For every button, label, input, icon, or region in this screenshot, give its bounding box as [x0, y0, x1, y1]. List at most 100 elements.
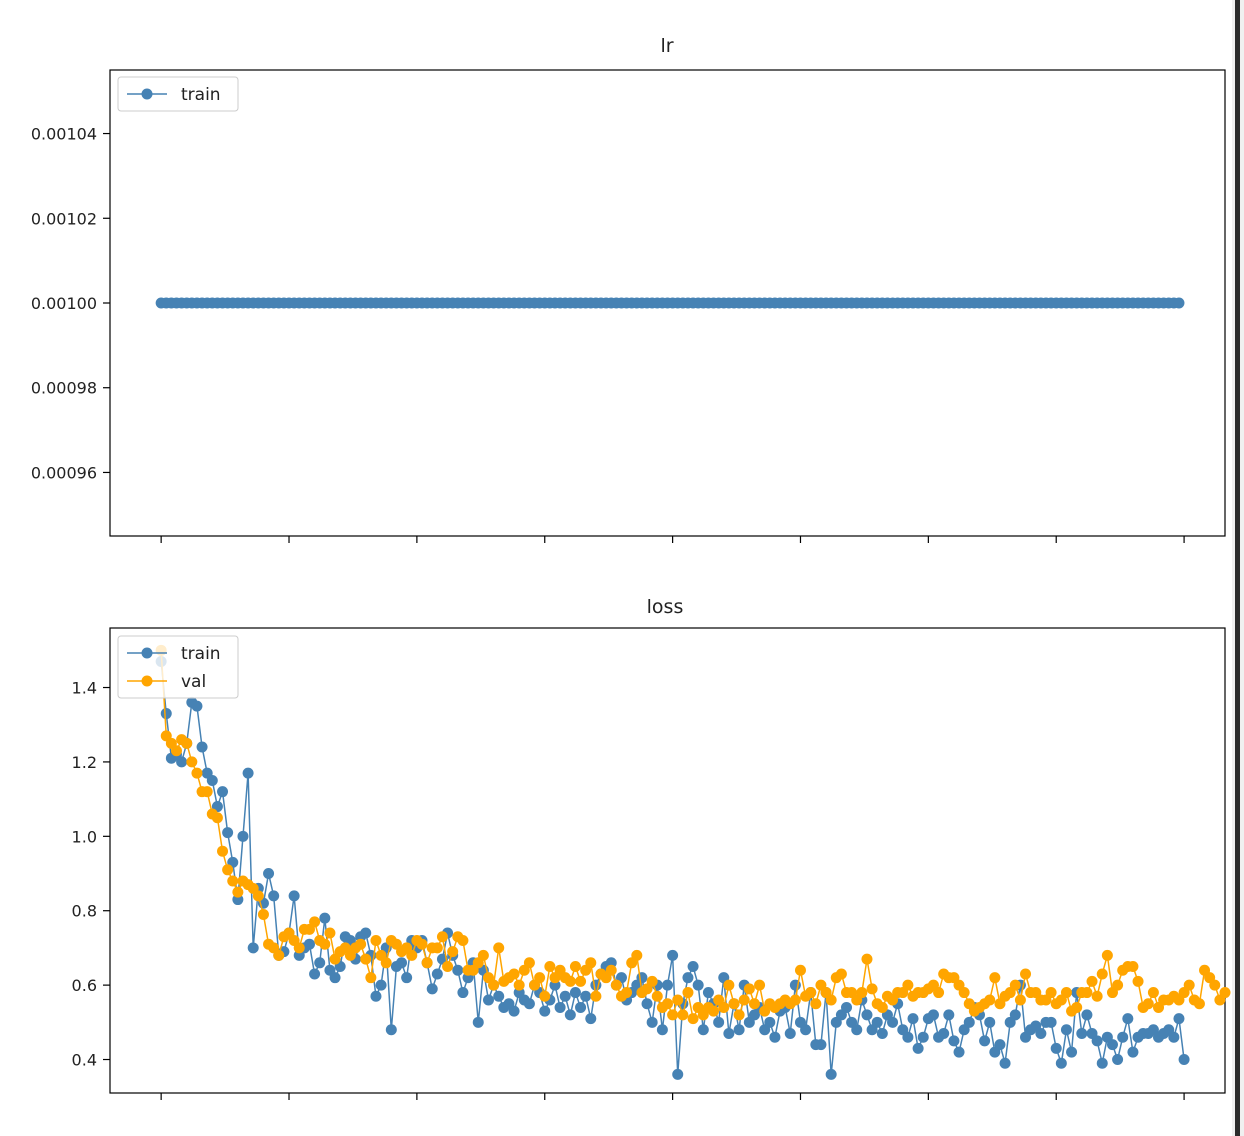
loss-val-point [958, 987, 970, 999]
loss-train-point [713, 1016, 725, 1028]
loss-train-point [319, 912, 331, 924]
loss-train-point [263, 868, 275, 880]
loss-chart-title: loss [647, 596, 684, 618]
loss-train-point [401, 972, 413, 984]
loss-val-point [984, 994, 996, 1006]
loss-val-point [508, 968, 520, 980]
loss-val-point [406, 949, 418, 961]
loss-train-point [554, 1001, 566, 1013]
lr-y-ticks: 0.00096 0.00098 0.00100 0.00102 0.00104 [31, 125, 110, 482]
loss-legend: train val [117, 635, 239, 699]
loss-train-point [692, 979, 704, 991]
loss-y-tick-label: 0.6 [72, 976, 97, 995]
loss-train-point [876, 1027, 888, 1039]
loss-train-point [160, 708, 172, 720]
lr-legend-box [117, 76, 239, 112]
loss-train-point [176, 756, 188, 768]
loss-train-point [1060, 1024, 1072, 1036]
loss-x-ticks [160, 1093, 1185, 1100]
loss-train-point [580, 990, 592, 1002]
loss-train-point [912, 1042, 924, 1054]
loss-train-point [800, 1024, 812, 1036]
loss-train-point [431, 968, 443, 980]
loss-val-point [989, 972, 1001, 984]
loss-val-point [1071, 1001, 1083, 1013]
loss-val-point [544, 961, 556, 973]
loss-train-point [871, 1016, 883, 1028]
loss-y-tick-label: 1.2 [72, 753, 97, 772]
loss-val-point [217, 845, 229, 857]
loss-val-point [324, 927, 336, 939]
loss-train-point [396, 957, 408, 969]
loss-val-point [743, 983, 755, 995]
loss-train-point [1096, 1057, 1108, 1069]
loss-val-point [810, 998, 822, 1010]
loss-val-point [687, 1013, 699, 1025]
loss-train-point [309, 968, 321, 980]
loss-val-point [933, 987, 945, 999]
loss-val-point [723, 979, 735, 991]
lr-legend-train-label: train [181, 85, 221, 105]
loss-train-point [1122, 1013, 1134, 1025]
vertical-scrollbar[interactable] [1232, 0, 1244, 1136]
loss-train-point [385, 1024, 397, 1036]
loss-train-point [1112, 1054, 1124, 1066]
loss-val-point [360, 953, 372, 965]
loss-y-tick-label: 1.4 [72, 679, 97, 698]
loss-y-tick-label: 1.0 [72, 827, 97, 846]
loss-train-point [1117, 1031, 1129, 1043]
loss-val-point [861, 953, 873, 965]
lr-series-train [155, 297, 1185, 309]
loss-val-point [605, 964, 617, 976]
loss-train-point [1106, 1039, 1118, 1051]
loss-val-point [794, 964, 806, 976]
loss-train-point [907, 1013, 919, 1025]
scrollbar-track-edge [1235, 0, 1240, 1136]
loss-val-point [370, 934, 382, 946]
loss-train-point [1066, 1046, 1078, 1058]
loss-val-point [257, 908, 269, 920]
loss-train-point [268, 890, 280, 902]
loss-train-point [1009, 1009, 1021, 1021]
loss-train-point [1055, 1057, 1067, 1069]
loss-y-tick-label: 0.8 [72, 902, 97, 921]
loss-train-point [687, 961, 699, 973]
loss-val-point [488, 979, 500, 991]
loss-val-point [534, 972, 546, 984]
loss-train-point [457, 987, 469, 999]
loss-val-point [1086, 975, 1098, 987]
loss-val-point [1193, 998, 1205, 1010]
lr-train-point [1173, 297, 1185, 309]
loss-train-point [206, 775, 218, 787]
loss-val-point [1045, 987, 1057, 999]
loss-train-point [963, 1016, 975, 1028]
loss-train-point [1168, 1031, 1180, 1043]
loss-val-point [835, 968, 847, 980]
loss-train-point [242, 767, 254, 779]
loss-val-point [610, 979, 622, 991]
loss-val-point [1132, 975, 1144, 987]
loss-val-point [718, 1001, 730, 1013]
loss-val-point [211, 812, 223, 824]
loss-val-point [575, 975, 587, 987]
loss-val-point [754, 979, 766, 991]
loss-train-point [482, 994, 494, 1006]
loss-train-point [370, 990, 382, 1002]
loss-val-point [825, 994, 837, 1006]
loss-val-point [564, 975, 576, 987]
loss-val-point [1020, 968, 1032, 980]
loss-train-point [953, 1046, 965, 1058]
loss-val-point [493, 942, 505, 954]
loss-train-point [733, 1024, 745, 1036]
loss-train-point [237, 830, 249, 842]
loss-train-point [314, 957, 326, 969]
lr-y-tick-label: 0.00098 [31, 379, 97, 398]
loss-train-point [815, 1039, 827, 1051]
loss-val-point [631, 949, 643, 961]
loss-train-point [702, 987, 714, 999]
loss-val-point [733, 1009, 745, 1021]
loss-val-point [677, 1009, 689, 1021]
loss-train-point [861, 1009, 873, 1021]
loss-train-point [222, 827, 234, 839]
loss-val-point [309, 916, 321, 928]
